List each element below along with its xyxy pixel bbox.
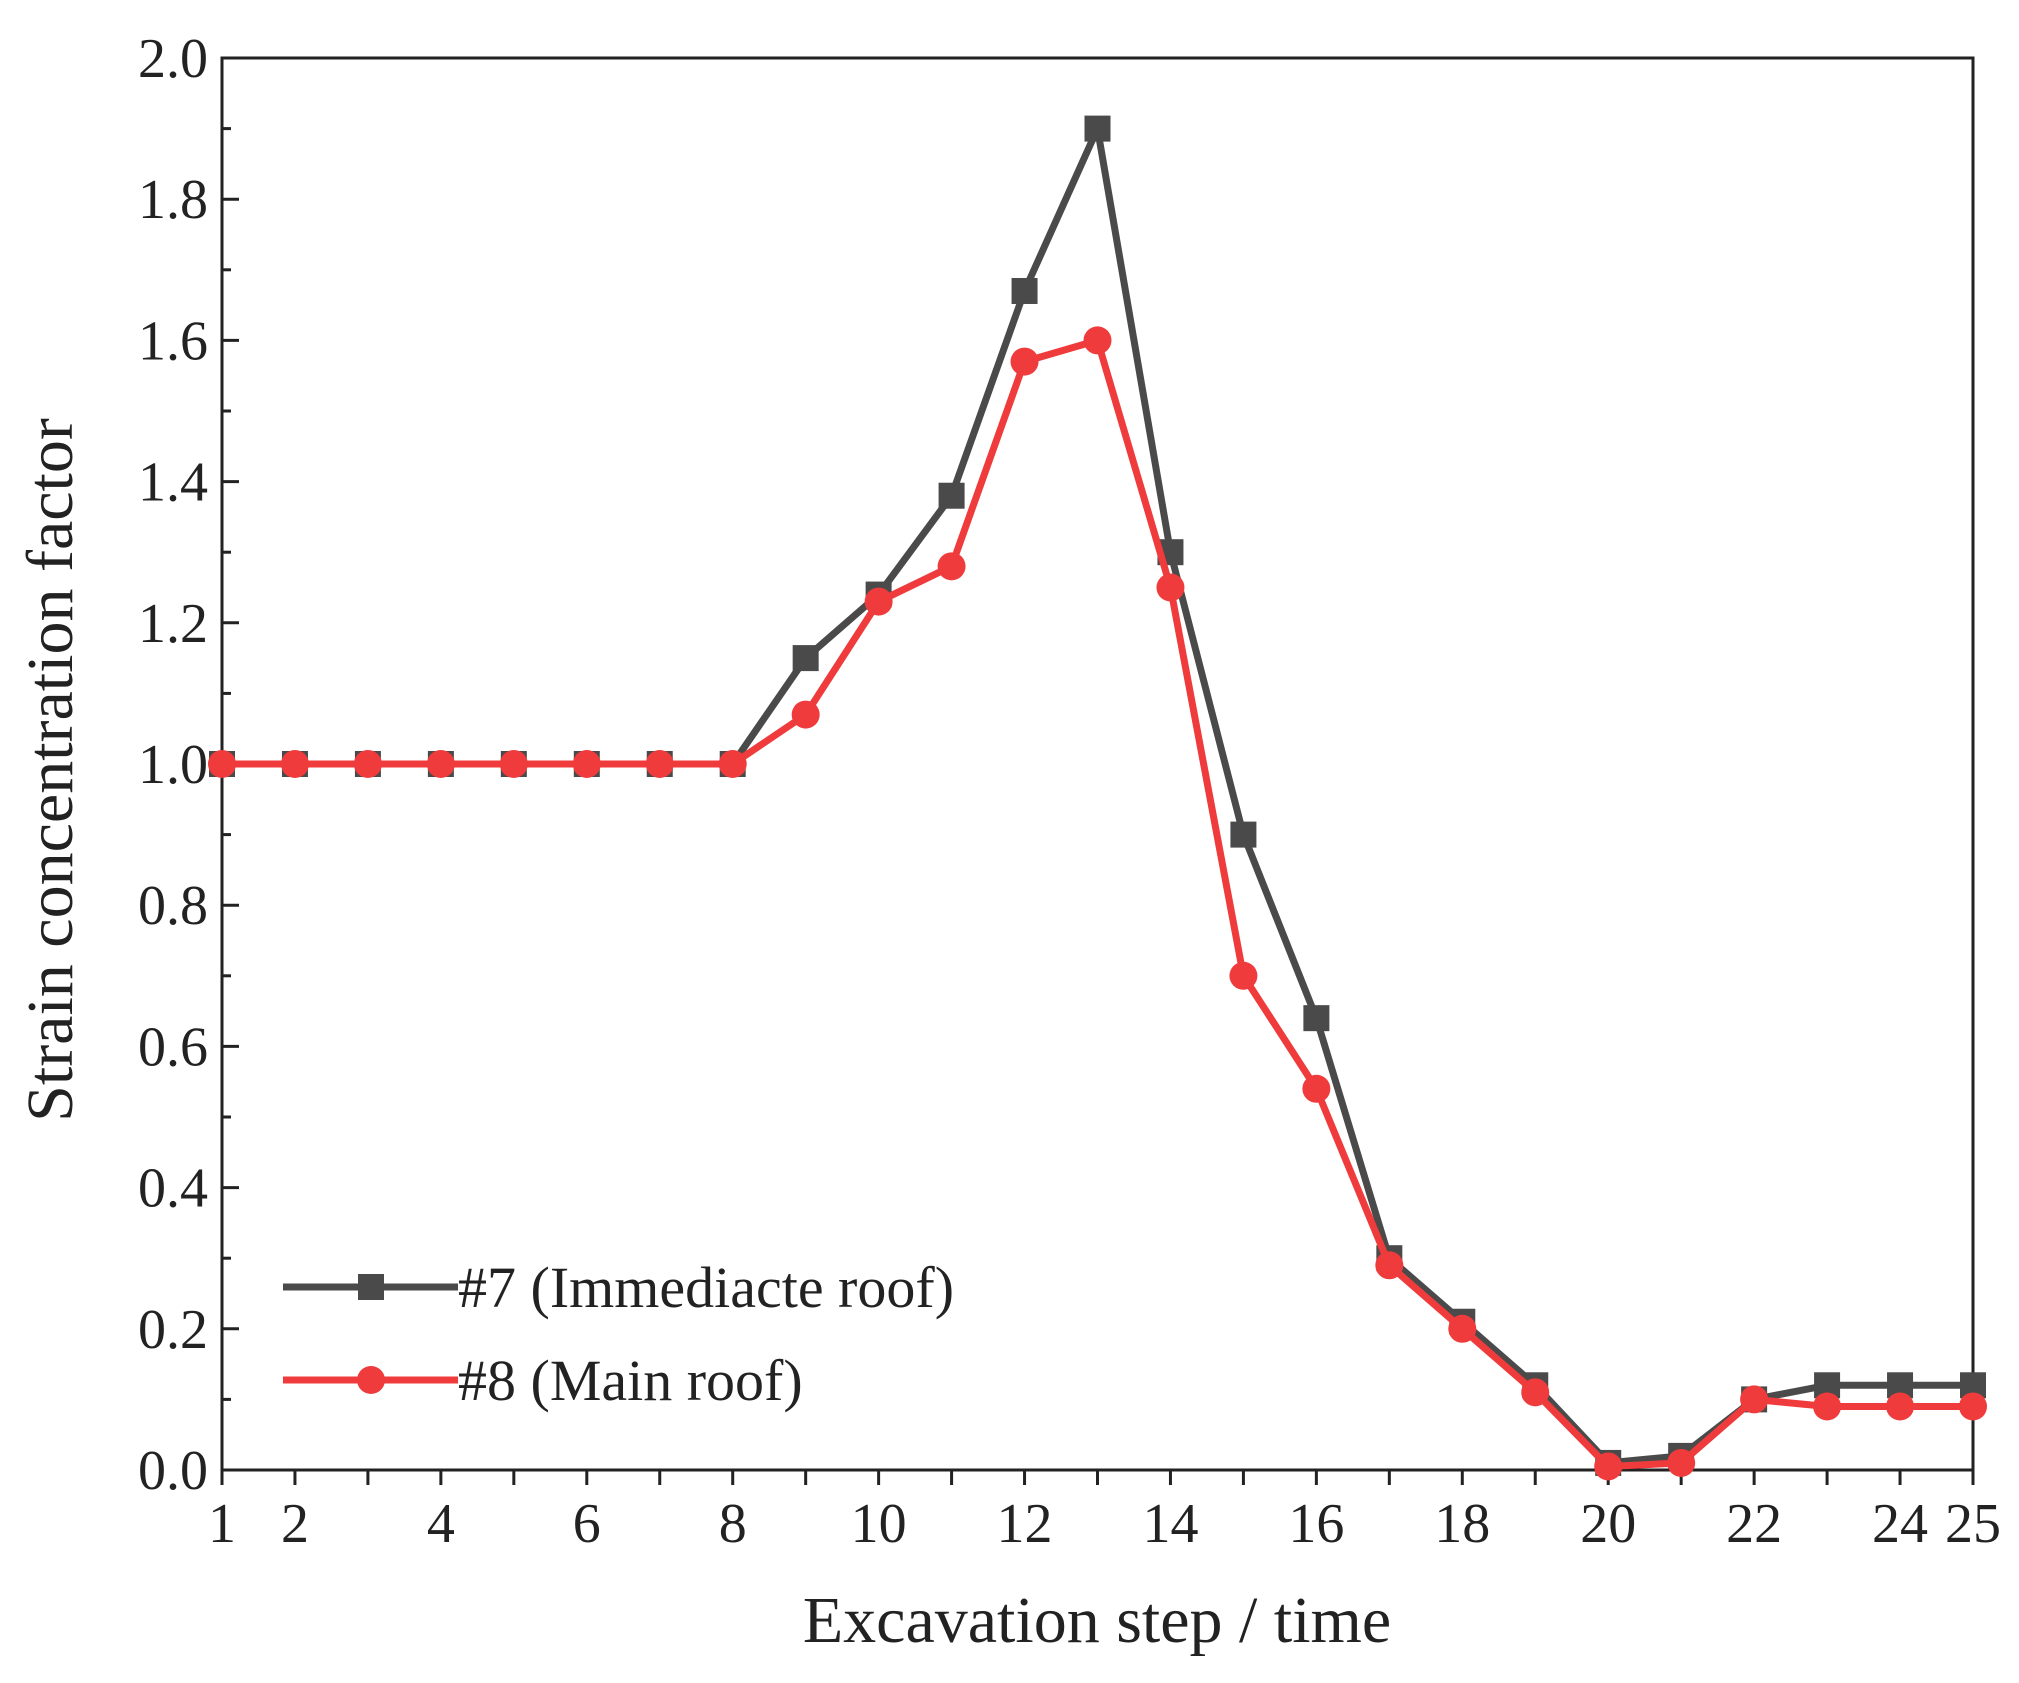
y-tick-label: 1.0	[138, 734, 208, 796]
y-tick-label: 0.4	[138, 1158, 208, 1220]
y-tick-label: 2.0	[138, 28, 208, 90]
data-point-circle	[1667, 1448, 1696, 1477]
data-point-circle	[1521, 1378, 1550, 1407]
x-tick-label: 4	[427, 1493, 455, 1555]
data-point-square	[1230, 821, 1257, 848]
data-point-circle	[1959, 1392, 1987, 1421]
legend: #7 (Immediacte roof) #8 (Main roof)	[283, 1255, 954, 1413]
data-point-circle	[1813, 1392, 1842, 1421]
x-tick-label: 16	[1288, 1493, 1344, 1555]
x-tick-label: 10	[851, 1493, 907, 1555]
x-tick-label: 24	[1872, 1493, 1928, 1555]
data-point-circle	[280, 750, 309, 778]
axis-layer: 0.00.20.40.60.81.01.21.41.61.82.01 2 4 6 8 10…	[138, 28, 2001, 1555]
x-tick-label: 1	[208, 1493, 236, 1555]
data-point-circle	[1448, 1314, 1477, 1343]
x-axis-label: Excavation step / time	[803, 1584, 1391, 1657]
x-tick-label: 25	[1945, 1493, 2001, 1555]
data-point-circle	[1886, 1392, 1915, 1421]
data-point-circle	[1229, 961, 1258, 990]
y-tick-label: 1.8	[138, 169, 208, 231]
legend-label: #8 (Main roof)	[458, 1348, 803, 1413]
legend-marker-circle	[357, 1366, 385, 1394]
data-point-circle	[1594, 1452, 1623, 1481]
y-axis-label: Strain concentration factor	[14, 418, 87, 1122]
legend-marker-square	[358, 1274, 384, 1300]
y-tick-label: 0.8	[138, 875, 208, 937]
data-point-circle	[353, 750, 382, 778]
data-point-circle	[426, 750, 455, 778]
data-point-circle	[572, 750, 601, 778]
x-tick-label: 6	[573, 1493, 601, 1555]
data-point-circle	[499, 750, 528, 778]
x-tick-label: 2	[281, 1493, 309, 1555]
x-tick-label: 12	[997, 1493, 1053, 1555]
x-tick-label: 18	[1434, 1493, 1490, 1555]
data-point-circle	[1083, 326, 1112, 355]
data-point-circle	[1302, 1074, 1331, 1103]
data-point-circle	[937, 552, 966, 581]
y-tick-label: 0.2	[138, 1299, 208, 1361]
series-layer	[208, 115, 1987, 1481]
data-point-circle	[791, 700, 820, 729]
y-tick-label: 0.6	[138, 1016, 208, 1078]
data-point-square	[1011, 277, 1038, 304]
x-tick-label: 22	[1726, 1493, 1782, 1555]
x-tick-label: 14	[1142, 1493, 1198, 1555]
legend-label: #7 (Immediacte roof)	[458, 1255, 954, 1320]
data-point-circle	[1156, 573, 1185, 602]
data-point-circle	[1010, 347, 1039, 376]
data-point-square	[1303, 1005, 1330, 1032]
data-point-circle	[1740, 1385, 1769, 1414]
data-point-square	[938, 482, 965, 509]
data-point-square	[1084, 115, 1111, 142]
y-tick-label: 1.4	[138, 452, 208, 514]
x-tick-label: 20	[1580, 1493, 1636, 1555]
y-tick-label: 1.2	[138, 593, 208, 655]
data-point-square	[792, 645, 819, 672]
y-tick-label: 0.0	[138, 1440, 208, 1502]
x-tick-label: 8	[719, 1493, 747, 1555]
data-point-circle	[718, 750, 747, 778]
data-point-circle	[645, 750, 674, 778]
y-tick-label: 1.6	[138, 310, 208, 372]
data-point-circle	[208, 750, 236, 778]
data-point-circle	[1375, 1251, 1404, 1280]
data-point-circle	[864, 587, 893, 616]
